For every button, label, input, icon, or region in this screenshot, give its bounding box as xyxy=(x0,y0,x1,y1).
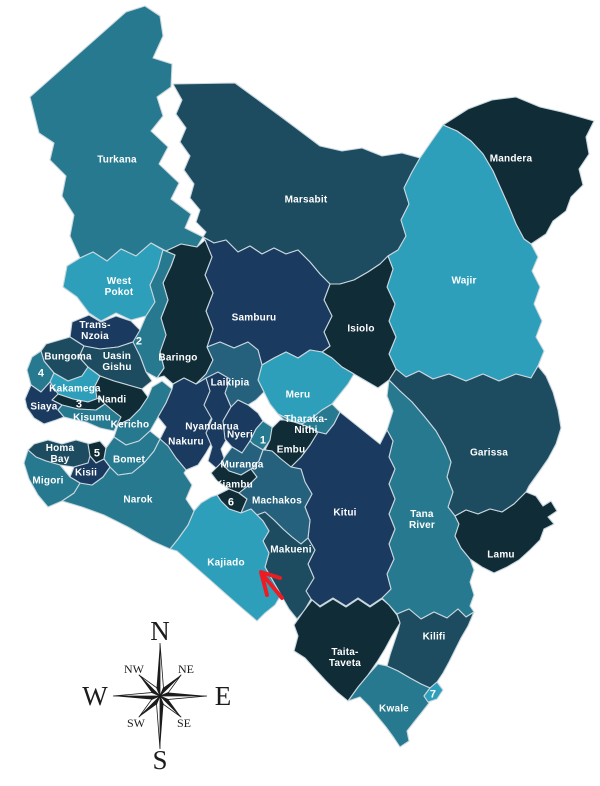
county-lamu-region xyxy=(454,491,558,574)
county-bomet-region xyxy=(103,430,161,476)
compass-point-dark xyxy=(160,696,164,749)
compass-point-dark xyxy=(160,692,207,696)
compass-label-ne: NE xyxy=(178,662,194,676)
compass-point-light xyxy=(156,695,161,750)
compass-label-se: SE xyxy=(177,716,191,730)
county-regions-layer xyxy=(23,5,595,748)
annotation-arrow-layer xyxy=(259,570,284,600)
county-county-7-region xyxy=(423,681,444,703)
compass-label-n: N xyxy=(150,616,170,646)
compass-label-w: W xyxy=(82,681,108,711)
red-arrow-head xyxy=(259,570,282,597)
county-taita-taveta-region xyxy=(293,598,401,702)
county-county-2-region xyxy=(131,249,176,379)
red-arrow-shaft xyxy=(261,573,284,600)
county-kwale-region xyxy=(347,663,431,748)
compass-label-s: S xyxy=(152,745,167,775)
county-uasin-gishu-region xyxy=(78,341,153,390)
compass-point-light xyxy=(159,642,164,697)
county-meru-region xyxy=(257,349,355,425)
compass-label-sw: SW xyxy=(127,716,146,730)
county-kajiado-region xyxy=(169,494,282,622)
county-turkana-region xyxy=(29,5,204,262)
county-kisumu-region xyxy=(57,403,122,432)
county-kilifi-region xyxy=(386,608,475,689)
compass-label-nw: NW xyxy=(124,662,145,676)
compass-label-e: E xyxy=(215,681,232,711)
county-migori-region xyxy=(23,449,81,508)
compass-point-dark xyxy=(156,643,160,696)
compass-point-light xyxy=(112,692,161,697)
compass-point-dark xyxy=(113,696,160,700)
compass-point-light xyxy=(159,695,208,700)
